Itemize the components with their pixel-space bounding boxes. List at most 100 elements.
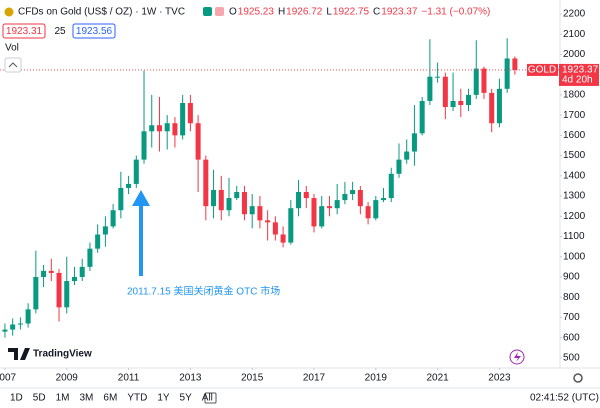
collapse-button[interactable] bbox=[4, 57, 22, 73]
candle-body bbox=[442, 76, 448, 108]
collapse-icon bbox=[8, 62, 18, 68]
y-tick-label: 2000 bbox=[563, 49, 586, 60]
candle-body bbox=[241, 192, 247, 215]
time-range-button[interactable]: 1Y bbox=[157, 393, 170, 404]
candle-body bbox=[102, 226, 108, 235]
legend-value: 1925.23 bbox=[238, 7, 275, 18]
legend-value: 1926.72 bbox=[286, 7, 323, 18]
candle-body bbox=[303, 192, 309, 199]
ask-box[interactable] bbox=[72, 23, 116, 39]
candle-body bbox=[381, 198, 387, 201]
y-tick-label: 600 bbox=[563, 332, 580, 343]
bid-box[interactable] bbox=[2, 23, 46, 39]
logo-icon bbox=[8, 348, 30, 360]
candle-body bbox=[118, 187, 124, 211]
candle-body bbox=[211, 189, 217, 207]
annotation: 2011.7.15 美国关闭黄金 OTC 市场 bbox=[127, 285, 280, 298]
price-tag-value: 1923.37 bbox=[562, 65, 599, 76]
candle-body bbox=[79, 266, 85, 277]
clock: 02:41:52 (UTC) bbox=[530, 393, 599, 404]
candle-body bbox=[350, 189, 356, 195]
legend-change: −1.31 (−0.07%) bbox=[421, 7, 490, 18]
price-tag bbox=[559, 63, 599, 86]
candle-body bbox=[226, 198, 232, 211]
x-tick-label: 2021 bbox=[426, 373, 449, 384]
x-tick-label: 2013 bbox=[179, 373, 202, 384]
symbol-tag bbox=[527, 63, 558, 76]
symbol-icon bbox=[4, 7, 14, 17]
candle-body bbox=[466, 94, 472, 106]
x-tick-label: 2011 bbox=[118, 373, 140, 384]
candle-body bbox=[203, 159, 209, 207]
candle-body bbox=[319, 206, 325, 227]
settings-icon[interactable] bbox=[573, 373, 583, 383]
candle-body bbox=[489, 92, 495, 124]
candle-body bbox=[272, 222, 278, 235]
x-tick-label: 2009 bbox=[56, 373, 79, 384]
time-range-button[interactable]: 1M bbox=[56, 393, 70, 404]
time-range-button[interactable]: YTD bbox=[127, 393, 147, 404]
candle-body bbox=[126, 183, 132, 188]
volume-label: Vol bbox=[5, 43, 19, 54]
x-tick-label: 2023 bbox=[488, 373, 511, 384]
candle-body bbox=[280, 234, 286, 243]
candle-body bbox=[149, 125, 155, 132]
candle-body bbox=[357, 189, 363, 207]
candle-body bbox=[133, 159, 139, 184]
candle-body bbox=[257, 206, 263, 221]
candle-body bbox=[504, 58, 510, 89]
candle-body bbox=[512, 58, 518, 70]
time-range-button[interactable]: 5D bbox=[33, 393, 46, 404]
time-range-button[interactable]: All bbox=[202, 393, 213, 404]
candle-body bbox=[10, 324, 16, 330]
bid: 1923.31 bbox=[6, 26, 43, 37]
candle-body bbox=[95, 234, 101, 249]
branding: TradingView bbox=[33, 349, 92, 360]
y-tick-label: 1100 bbox=[563, 231, 585, 242]
y-tick-label: 2100 bbox=[563, 29, 586, 40]
annotation-arrowhead bbox=[132, 190, 150, 206]
candle-body bbox=[288, 208, 294, 243]
candle-body bbox=[187, 102, 193, 124]
candle-body bbox=[326, 206, 332, 209]
candle-body bbox=[419, 100, 425, 134]
y-tick-label: 1700 bbox=[563, 110, 586, 121]
candle-body bbox=[396, 159, 402, 174]
time-range-button[interactable]: 5Y bbox=[180, 393, 193, 404]
candle-body bbox=[56, 272, 62, 308]
plot bbox=[0, 38, 560, 338]
y-tick-label: 800 bbox=[563, 292, 580, 303]
candle-body bbox=[2, 329, 8, 332]
y-tick-label: 1800 bbox=[563, 90, 586, 101]
time-range-button[interactable]: 6M bbox=[103, 393, 117, 404]
candle-body bbox=[365, 206, 371, 219]
x-tick-label: 2019 bbox=[365, 373, 388, 384]
candle-body bbox=[71, 276, 77, 282]
candle-body bbox=[458, 100, 464, 106]
symbol-tag-label: GOLD bbox=[528, 65, 556, 76]
candle-body bbox=[496, 88, 502, 124]
candle-body bbox=[265, 220, 271, 223]
y-tick-label: 1000 bbox=[563, 251, 586, 262]
time-range-button[interactable]: 3M bbox=[80, 393, 94, 404]
ohlc-legend: O 1925.23 H 1926.72 L 1922.75 C 1923.37 −1.31 (−… bbox=[229, 7, 490, 18]
candle-body bbox=[411, 133, 417, 152]
spread: 25 bbox=[54, 26, 66, 37]
candle-body bbox=[156, 125, 162, 132]
candle-body bbox=[218, 189, 224, 211]
candle-body bbox=[41, 270, 47, 277]
candle-body bbox=[164, 123, 170, 132]
candle-body bbox=[172, 123, 178, 136]
y-tick-label: 1300 bbox=[563, 191, 586, 202]
time-range-button[interactable]: 1D bbox=[10, 393, 23, 404]
legend-key: H bbox=[278, 7, 285, 18]
candle-body bbox=[64, 281, 70, 308]
x-tick-label: 2015 bbox=[241, 373, 264, 384]
candle-body bbox=[17, 323, 23, 325]
candle-body bbox=[481, 68, 487, 93]
y-tick-label: 900 bbox=[563, 272, 580, 283]
y-tick-label: 500 bbox=[563, 353, 580, 364]
calendar-icon[interactable] bbox=[204, 392, 217, 404]
y-tick-label: 1600 bbox=[563, 130, 586, 141]
y-tick-label: 1500 bbox=[563, 150, 586, 161]
